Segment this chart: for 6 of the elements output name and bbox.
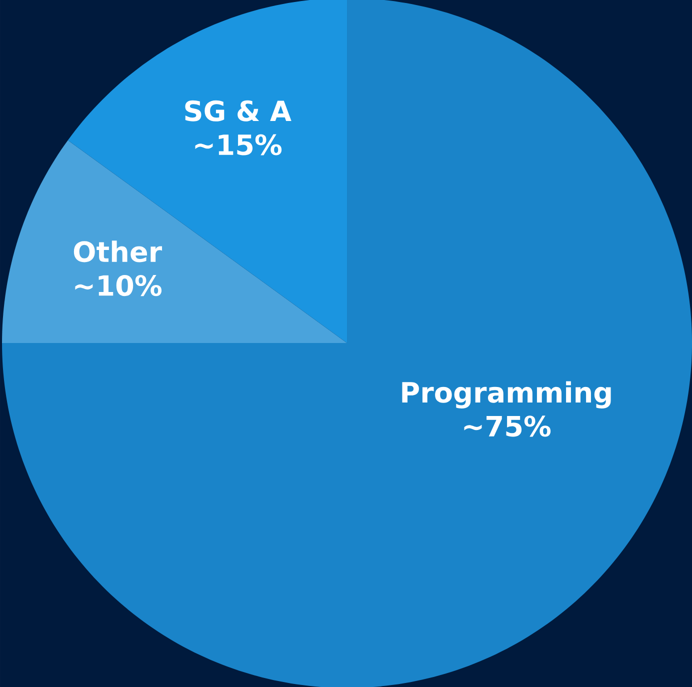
slice-label: SG & A xyxy=(185,100,292,122)
data-label: ~10% xyxy=(75,274,162,296)
data-label: ~15% xyxy=(195,134,282,156)
slice-label: Programming xyxy=(402,381,611,408)
data-label: ~75% xyxy=(464,416,551,437)
slice-label: Other xyxy=(74,240,162,262)
